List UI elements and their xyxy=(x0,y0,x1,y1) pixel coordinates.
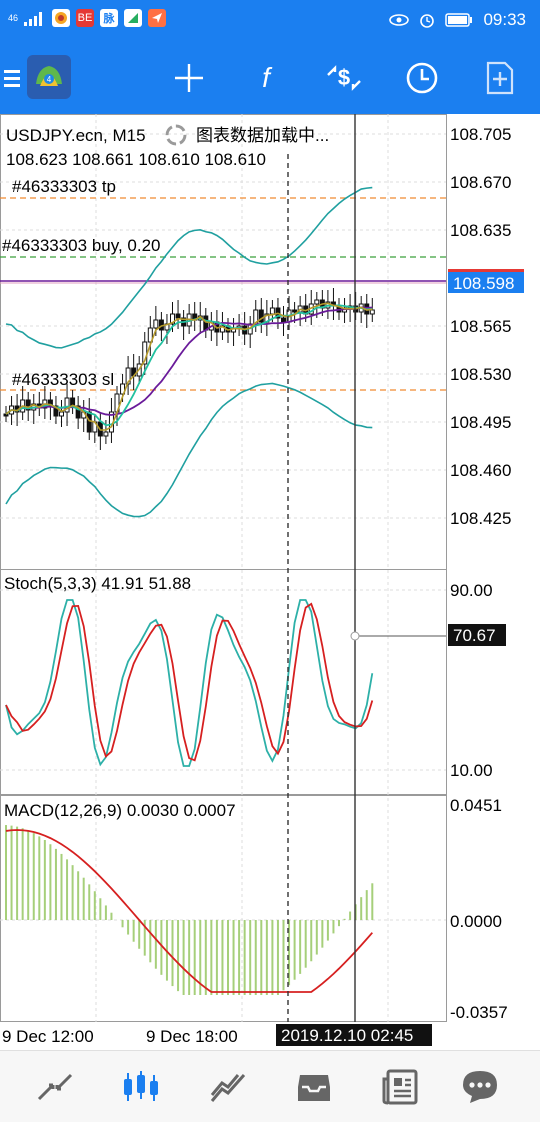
svg-text:$: $ xyxy=(338,65,350,90)
stoch-current-label: 70.67 xyxy=(453,626,496,645)
candle-body xyxy=(64,397,70,413)
ohlc-label: 108.623 108.661 108.610 108.610 xyxy=(6,150,266,169)
price-tick-label: 108.530 xyxy=(450,365,511,384)
stoch-tick-10: 10.00 xyxy=(450,761,493,780)
chart-canvas[interactable]: USDJPY.ecn, M15 图表数据加载中... 108.623 108.6… xyxy=(0,114,540,1050)
bottom-navigation xyxy=(0,1050,540,1122)
new-order-icon[interactable] xyxy=(478,56,522,100)
macd-panel-border xyxy=(0,795,447,1022)
status-time: 09:33 xyxy=(483,10,526,29)
price-panel-labels: USDJPY.ecn, M15 图表数据加载中... 108.623 108.6… xyxy=(2,124,329,389)
candle-body xyxy=(120,383,126,395)
macd-tick-bottom: -0.0357 xyxy=(450,1003,508,1022)
stoch-label: Stoch(5,3,3) 41.91 51.88 xyxy=(4,574,191,593)
chart-icon[interactable] xyxy=(119,1067,163,1107)
candle-body xyxy=(86,411,92,433)
svg-text:f: f xyxy=(262,62,273,93)
cursor-time-badge xyxy=(276,1024,432,1046)
eye-icon xyxy=(389,14,410,26)
price-tick-label: 108.705 xyxy=(450,125,511,144)
price-tick-label: 108.635 xyxy=(450,221,511,240)
status-left: 46 BE 脉 xyxy=(8,9,167,27)
price-axis: 108.705 108.670 108.635 108.565 108.530 108.4… xyxy=(450,125,511,528)
candle-body xyxy=(269,307,275,315)
candle-body xyxy=(25,399,31,411)
take-profit-label: #46333303 tp xyxy=(12,177,116,196)
notification-app3-icon xyxy=(124,9,143,27)
price-tick-label: 108.495 xyxy=(450,413,511,432)
status-right: 09:33 xyxy=(389,10,526,30)
candle-body xyxy=(258,309,264,323)
candle-body xyxy=(75,405,81,419)
candle-body xyxy=(314,299,320,305)
candle-body xyxy=(53,405,59,417)
notification-badge-icon: BE xyxy=(76,9,95,27)
stoch-current-badge xyxy=(448,624,506,646)
chart-toolbar: 4 f $ xyxy=(0,42,540,114)
bollinger-lower-line xyxy=(5,382,373,518)
notification-app-icon xyxy=(52,9,71,27)
notification-app2-icon: 脉 xyxy=(100,9,119,27)
svg-text:4: 4 xyxy=(47,75,52,84)
loading-spinner-icon xyxy=(165,124,187,146)
stoch-tick-90: 90.00 xyxy=(450,581,493,600)
candle-body xyxy=(203,315,209,331)
symbol-label: USDJPY.ecn, M15 xyxy=(6,126,146,145)
price-tick-label: 108.670 xyxy=(450,173,511,192)
price-tick-label: 108.565 xyxy=(450,317,511,336)
candle-body xyxy=(147,327,153,343)
history-icon[interactable] xyxy=(292,1067,336,1107)
stoch-main-line xyxy=(5,599,374,767)
buy-order-label: #46333303 buy, 0.20 xyxy=(2,236,161,255)
chat-icon[interactable] xyxy=(458,1067,502,1107)
stoch-panel-border xyxy=(0,569,447,795)
time-label-1: 9 Dec 12:00 xyxy=(2,1027,94,1046)
candle-body xyxy=(281,317,286,323)
battery-icon xyxy=(445,13,473,27)
macd-label: MACD(12,26,9) 0.0030 0.0007 xyxy=(4,801,236,820)
trade-icon[interactable] xyxy=(206,1067,250,1107)
candle-body xyxy=(369,309,375,315)
crosshair-icon[interactable] xyxy=(167,56,211,100)
candle-body xyxy=(292,309,298,313)
macd-tick-zero: 0.0000 xyxy=(450,912,502,931)
news-icon[interactable] xyxy=(378,1067,422,1107)
notification-app4-icon xyxy=(148,9,167,27)
signal-bars-icon xyxy=(24,12,43,26)
menu-icon[interactable] xyxy=(0,56,24,100)
candle-body xyxy=(103,431,109,437)
cursor-time-label: 2019.12.10 02:45 xyxy=(281,1026,413,1045)
macd-signal-line xyxy=(5,829,373,993)
stop-loss-label: #46333303 sl xyxy=(12,370,114,389)
indicator-f-icon[interactable]: f xyxy=(244,56,288,100)
time-label-2: 9 Dec 18:00 xyxy=(146,1027,238,1046)
price-badge-accent xyxy=(448,269,524,272)
mid-moving-average-line xyxy=(5,304,373,427)
candle-body xyxy=(175,313,181,319)
candle-body xyxy=(59,411,64,417)
current-price-label: 108.598 xyxy=(453,274,514,293)
candle-body xyxy=(3,413,9,417)
chart-area[interactable]: USDJPY.ecn, M15 图表数据加载中... 108.623 108.6… xyxy=(0,114,540,1050)
candle-body xyxy=(153,319,159,329)
price-tick-label: 108.425 xyxy=(450,509,511,528)
bollinger-upper-line xyxy=(5,186,373,349)
status-bar: 46 BE 脉 09:33 xyxy=(0,0,540,42)
trade-dollar-icon[interactable]: $ xyxy=(322,56,366,100)
price-tick-label: 108.460 xyxy=(450,461,511,480)
signal-strength: 46 xyxy=(8,13,19,23)
clock-icon[interactable] xyxy=(400,56,444,100)
macd-tick-top: 0.0451 xyxy=(450,796,502,815)
candle-body xyxy=(170,313,175,325)
stoch-signal-line xyxy=(5,602,374,762)
loading-label: 图表数据加载中... xyxy=(196,126,329,145)
alarm-icon xyxy=(420,14,435,28)
metatrader-logo[interactable]: 4 xyxy=(26,54,72,100)
quotes-icon[interactable] xyxy=(33,1067,77,1107)
fast-moving-average-line xyxy=(5,302,373,431)
crosshair-point xyxy=(350,631,360,641)
current-price-badge xyxy=(448,271,524,293)
